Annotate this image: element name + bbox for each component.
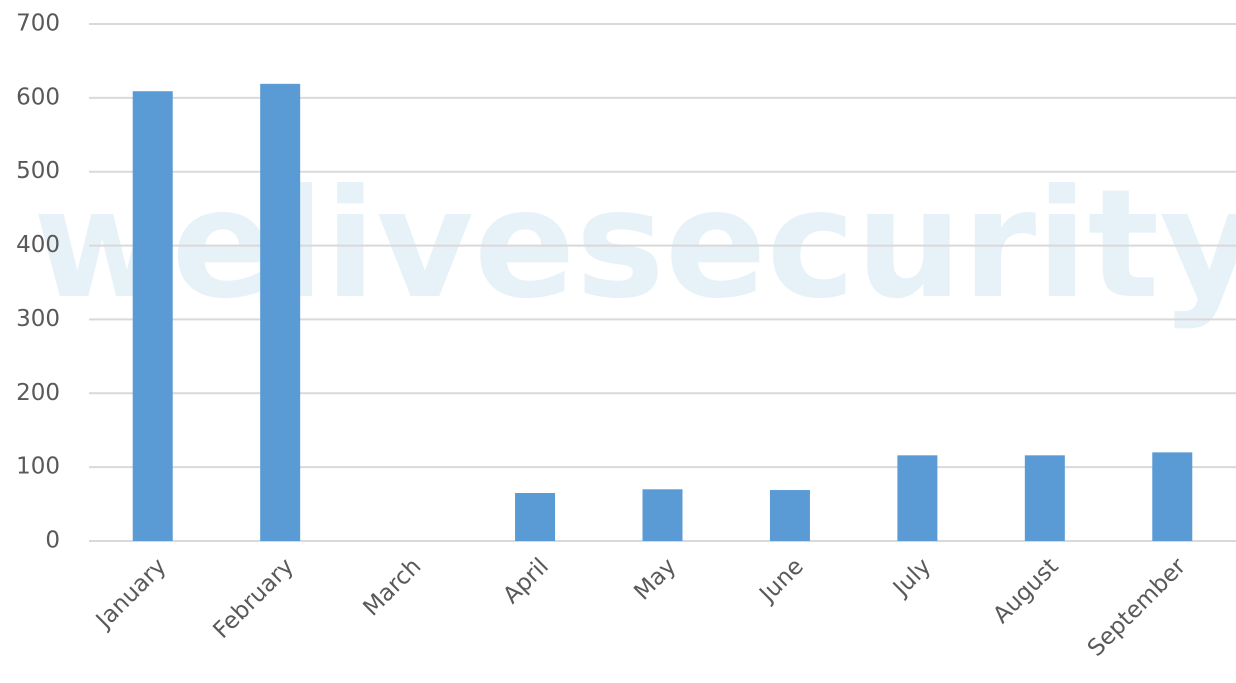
- x-tick-label: April: [498, 553, 554, 609]
- x-tick-label: September: [1083, 553, 1192, 662]
- x-tick-label: August: [988, 553, 1063, 628]
- x-tick-label: May: [629, 553, 681, 605]
- bar: [260, 83, 301, 542]
- x-tick-label: July: [887, 553, 936, 602]
- bar: [1152, 452, 1193, 541]
- bar: [769, 490, 810, 541]
- bar: [132, 91, 173, 542]
- bar: [1024, 455, 1065, 541]
- bar: [897, 455, 938, 541]
- y-tick-label: 400: [16, 232, 60, 258]
- bar: [642, 489, 683, 541]
- x-tick-label: February: [209, 553, 299, 643]
- y-tick-label: 0: [45, 528, 60, 554]
- x-tick-label: June: [754, 553, 809, 608]
- x-tick-label: March: [358, 553, 426, 621]
- bar: [515, 492, 556, 541]
- y-tick-label: 700: [16, 11, 60, 37]
- y-tick-label: 300: [16, 306, 60, 332]
- y-tick-label: 100: [16, 454, 60, 480]
- y-tick-label: 500: [16, 158, 60, 184]
- y-tick-label: 200: [16, 380, 60, 406]
- x-tick-label: January: [90, 553, 171, 634]
- y-tick-label: 600: [16, 84, 60, 110]
